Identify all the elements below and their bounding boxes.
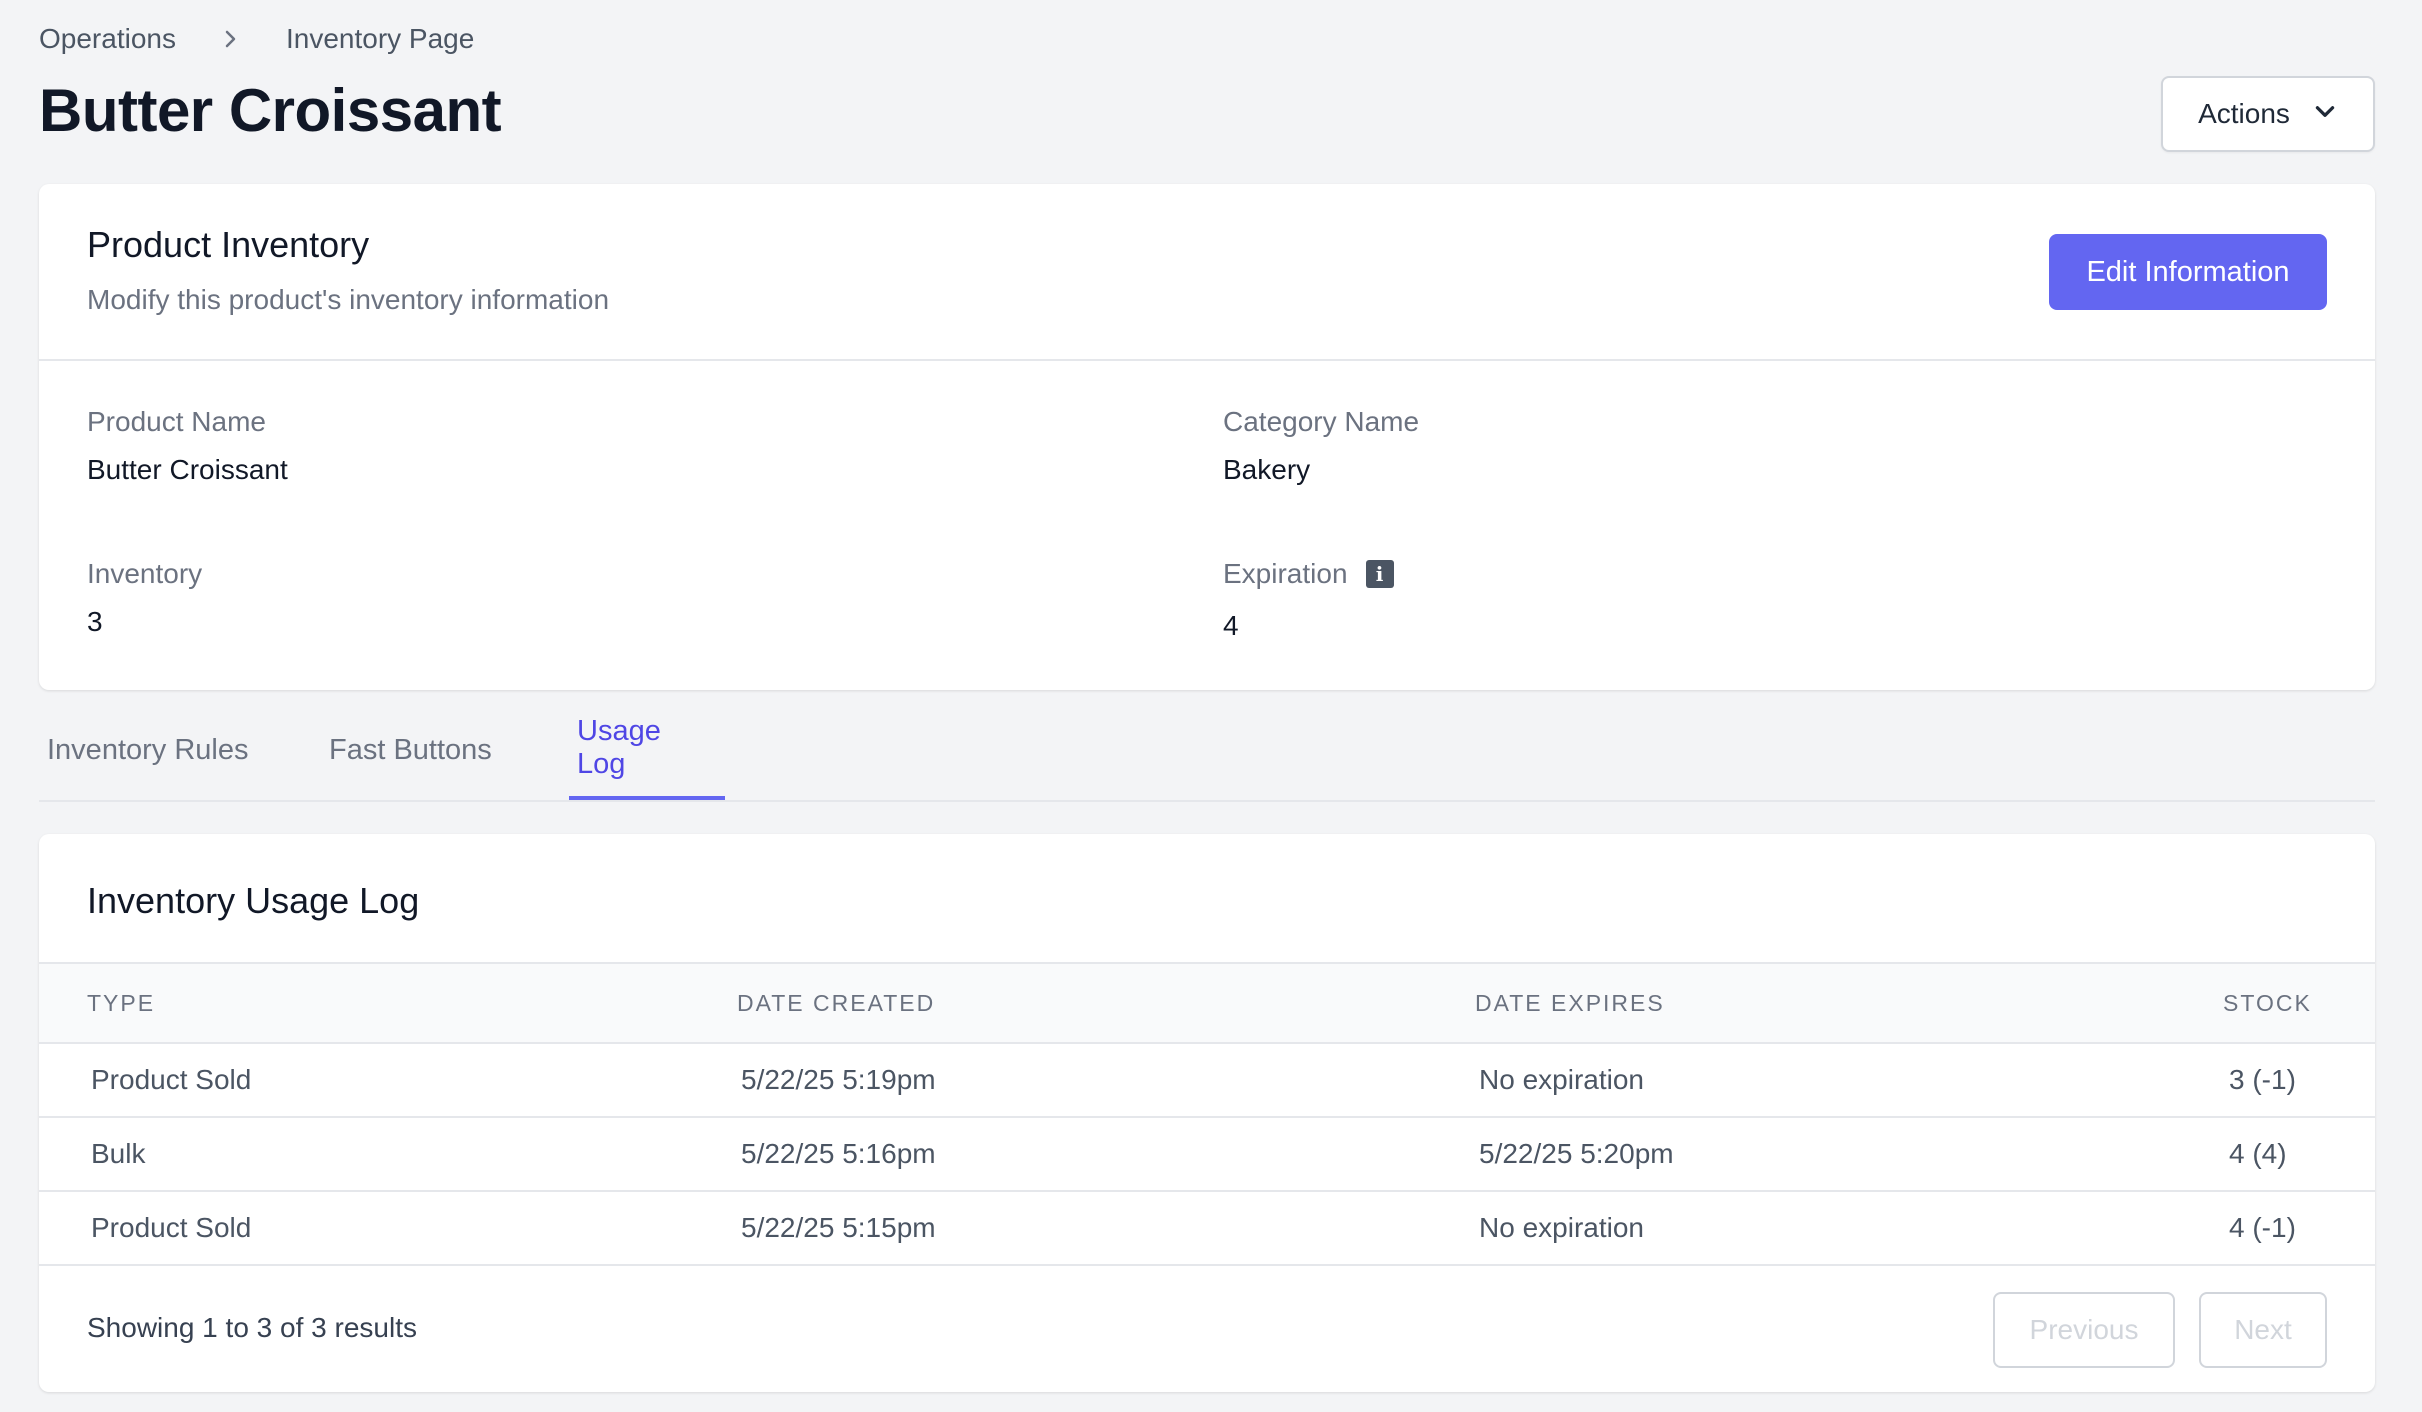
- tab-bar: Inventory Rules Fast Buttons Usage Log: [39, 700, 2375, 802]
- next-button[interactable]: Next: [2199, 1292, 2327, 1368]
- table-header: TYPE DATE CREATED DATE EXPIRES STOCK: [39, 962, 2375, 1044]
- card-title: Product Inventory: [87, 224, 370, 265]
- cell-stock: 3 (-1): [2229, 1064, 2296, 1095]
- product-name-value: Butter Croissant: [87, 454, 288, 485]
- tab-inventory-rules[interactable]: Inventory Rules: [47, 733, 249, 766]
- usage-log-title: Inventory Usage Log: [87, 880, 420, 921]
- cell-date-created: 5/22/25 5:19pm: [741, 1064, 936, 1095]
- expiration-value: 4: [1223, 610, 1239, 641]
- info-icon[interactable]: i: [1365, 560, 1394, 588]
- expiration-field: Expiration i 4: [1223, 558, 1394, 642]
- product-name-field: Product Name Butter Croissant: [87, 406, 288, 486]
- product-inventory-card: Product Inventory Modify this product's …: [39, 184, 2375, 690]
- pagination-summary: Showing 1 to 3 of 3 results: [87, 1312, 417, 1343]
- product-name-label: Product Name: [87, 406, 266, 437]
- table-row: Product Sold 5/22/25 5:19pm No expiratio…: [39, 1044, 2375, 1118]
- actions-button-label: Actions: [2198, 98, 2290, 129]
- table-row: Bulk 5/22/25 5:16pm 5/22/25 5:20pm 4 (4): [39, 1118, 2375, 1192]
- category-name-field: Category Name Bakery: [1223, 406, 1419, 486]
- breadcrumb: Operations Inventory Page: [39, 20, 474, 58]
- page-title: Butter Croissant: [39, 77, 502, 144]
- cell-date-expires: No expiration: [1479, 1212, 1644, 1243]
- cell-date-created: 5/22/25 5:15pm: [741, 1212, 936, 1243]
- cell-type: Product Sold: [91, 1064, 252, 1095]
- expiration-label: Expiration: [1223, 558, 1348, 589]
- actions-button[interactable]: Actions: [2161, 76, 2375, 152]
- chevron-down-icon: [2312, 98, 2338, 131]
- category-name-label: Category Name: [1223, 406, 1420, 437]
- cell-type: Product Sold: [91, 1212, 252, 1243]
- usage-log-card: Inventory Usage Log TYPE DATE CREATED DA…: [39, 834, 2375, 1392]
- table-row: Product Sold 5/22/25 5:15pm No expiratio…: [39, 1192, 2375, 1266]
- column-header-type: TYPE: [87, 990, 156, 1016]
- cell-type: Bulk: [91, 1138, 146, 1169]
- inventory-field: Inventory 3: [87, 558, 202, 638]
- cell-stock: 4 (4): [2229, 1138, 2287, 1169]
- cell-date-created: 5/22/25 5:16pm: [741, 1138, 936, 1169]
- inventory-label: Inventory: [87, 558, 203, 589]
- tab-fast-buttons[interactable]: Fast Buttons: [329, 733, 492, 766]
- tab-usage-log[interactable]: Usage Log: [569, 700, 725, 800]
- breadcrumb-item-inventory-page[interactable]: Inventory Page: [285, 23, 475, 54]
- column-header-date-created: DATE CREATED: [737, 990, 936, 1016]
- chevron-right-icon: [218, 27, 242, 51]
- inventory-value: 3: [87, 606, 103, 637]
- previous-button[interactable]: Previous: [1993, 1292, 2175, 1368]
- cell-stock: 4 (-1): [2229, 1212, 2296, 1243]
- column-header-stock: STOCK: [2223, 990, 2312, 1016]
- expiration-label-row: Expiration i: [1223, 558, 1394, 590]
- breadcrumb-item-operations[interactable]: Operations: [39, 23, 176, 54]
- cell-date-expires: No expiration: [1479, 1064, 1644, 1095]
- edit-information-button[interactable]: Edit Information: [2049, 234, 2327, 310]
- category-name-value: Bakery: [1223, 454, 1311, 485]
- column-header-date-expires: DATE EXPIRES: [1475, 990, 1665, 1016]
- card-subtitle: Modify this product's inventory informat…: [87, 284, 610, 315]
- product-inventory-header: Product Inventory Modify this product's …: [39, 184, 2375, 361]
- cell-date-expires: 5/22/25 5:20pm: [1479, 1138, 1674, 1169]
